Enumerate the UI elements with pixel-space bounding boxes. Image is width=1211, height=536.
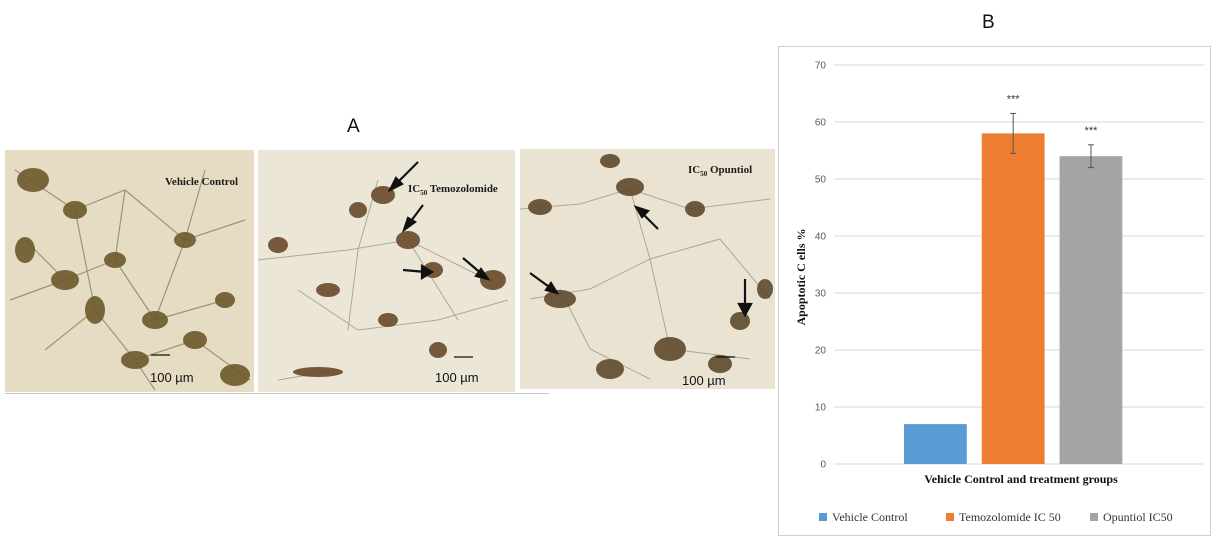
legend-label: Opuntiol IC50 [1103, 510, 1173, 524]
micrograph-temozolomide: IC50 Temozolomide 100 µm [258, 150, 515, 392]
chart-svg: 0 10 20 30 40 50 60 70 *** *** Apoptotic C ells … [794, 61, 1204, 524]
micrograph-label: Vehicle Control [165, 176, 238, 188]
micrograph-image: IC50 Opuntiol 100 µm [520, 149, 775, 389]
micrograph-label: IC50 Temozolomide [408, 183, 498, 197]
scale-bar-label: 100 µm [150, 370, 194, 385]
significance-labels: *** *** [1007, 93, 1098, 136]
y-tick-label: 30 [815, 289, 827, 300]
y-tick-label: 70 [815, 61, 827, 72]
y-tick-labels: 0 10 20 30 40 50 60 70 [815, 61, 827, 471]
legend-swatch [946, 513, 954, 521]
y-tick-label: 60 [815, 118, 827, 129]
y-tick-label: 0 [820, 460, 826, 471]
x-axis-title: Vehicle Control and treatment groups [924, 472, 1118, 486]
bars [904, 133, 1123, 464]
y-axis-title: Apoptotic C ells % [794, 229, 808, 326]
scale-bar-label: 100 µm [435, 370, 479, 385]
panel-a-letter: A [347, 116, 360, 137]
micrograph-vehicle-control: Vehicle Control 100 µm [5, 150, 254, 392]
error-bars [1010, 112, 1094, 169]
y-tick-label: 50 [815, 175, 827, 186]
micrograph-image: Vehicle Control 100 µm [5, 150, 254, 392]
micrograph-image: IC50 Temozolomide 100 µm [258, 150, 515, 392]
legend: Vehicle Control Temozolomide IC 50 Opuntio… [819, 510, 1173, 524]
y-tick-label: 40 [815, 232, 827, 243]
legend-swatch [819, 513, 827, 521]
y-tick-label: 10 [815, 403, 827, 414]
apoptosis-bar-chart: 0 10 20 30 40 50 60 70 *** *** Apoptotic C ells … [778, 46, 1211, 536]
significance-label: *** [1085, 125, 1099, 137]
bar [904, 424, 967, 464]
y-tick-label: 20 [815, 346, 827, 357]
bar [981, 133, 1045, 464]
panel-a-divider [5, 393, 549, 394]
scale-bar-label: 100 µm [682, 373, 726, 388]
bar [1059, 156, 1123, 464]
micrograph-opuntiol: IC50 Opuntiol 100 µm [520, 149, 775, 389]
significance-label: *** [1007, 93, 1021, 105]
legend-label: Vehicle Control [832, 510, 908, 524]
legend-swatch [1090, 513, 1098, 521]
micrograph-label: IC50 Opuntiol [688, 164, 752, 178]
legend-label: Temozolomide IC 50 [959, 510, 1061, 524]
panel-b-letter: B [982, 12, 995, 33]
